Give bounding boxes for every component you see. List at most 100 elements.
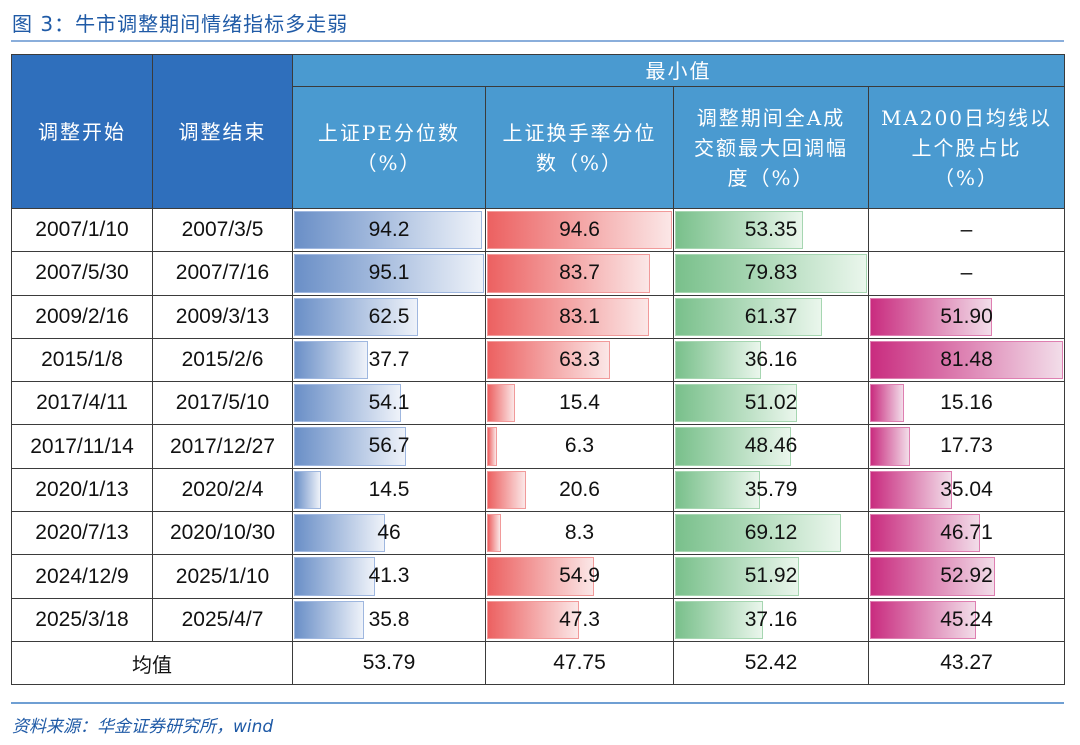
drawdown-value: 35.79 (744, 477, 798, 501)
cell-pe: 56.7 (292, 424, 486, 469)
header-ma200: MA200日均线以 上个股占比 （%） (868, 86, 1065, 209)
turnover-data-bar (487, 211, 672, 250)
cell-drawdown: 53.35 (673, 207, 869, 253)
turnover-data-bar (487, 297, 650, 336)
drawdown-value: 51.92 (744, 564, 798, 588)
drawdown-data-bar (675, 340, 761, 380)
cell-drawdown: 51.02 (673, 381, 869, 426)
drawdown-value: 48.46 (744, 434, 798, 458)
cell-end: 2025/4/7 (152, 597, 293, 642)
cell-start: 2017/11/14 (11, 424, 153, 469)
table-row: 2024/12/9 2025/1/10 41.3 54.9 51.92 52.92 (11, 554, 1065, 599)
header-ma200-line2: 上个股占比 (911, 135, 1022, 160)
cell-start: 2015/1/8 (11, 337, 153, 383)
cell-start: 2025/3/18 (11, 597, 153, 642)
average-row: 均值 53.79 47.75 52.42 43.27 (11, 640, 1065, 686)
average-pe: 53.79 (292, 640, 486, 686)
drawdown-value: 51.02 (744, 391, 798, 415)
turnover-value: 15.4 (559, 391, 600, 415)
cell-pe: 41.3 (292, 554, 486, 599)
pe-value: 62.5 (368, 304, 410, 328)
pe-data-bar (294, 600, 365, 639)
header-drawdown-line1: 调整期间全A成 (696, 105, 846, 130)
cell-pe: 94.2 (292, 207, 486, 253)
cell-pe: 46 (292, 511, 486, 556)
drawdown-value: 79.83 (744, 261, 798, 285)
cell-drawdown: 61.37 (673, 294, 869, 339)
cell-turnover: 94.6 (485, 207, 674, 253)
ma200-data-bar (870, 384, 905, 423)
turnover-value: 47.3 (559, 607, 600, 631)
drawdown-value: 36.16 (744, 347, 798, 371)
table-row: 2015/1/8 2015/2/6 37.7 63.3 36.16 81.48 (11, 337, 1065, 383)
cell-ma200: – (868, 251, 1065, 296)
table-row: 2020/1/13 2020/2/4 14.5 20.6 35.79 35.04 (11, 467, 1065, 513)
cell-drawdown: 36.16 (673, 337, 869, 383)
cell-ma200: 52.92 (868, 554, 1065, 599)
average-ma200: 43.27 (868, 640, 1065, 686)
ma200-value: 15.16 (940, 391, 993, 415)
ma200-data-bar (870, 514, 980, 553)
cell-turnover: 54.9 (485, 554, 674, 599)
drawdown-data-bar (675, 297, 823, 336)
cell-pe: 37.7 (292, 337, 486, 383)
drawdown-value: 69.12 (744, 521, 798, 545)
cell-end: 2020/10/30 (152, 511, 293, 556)
drawdown-value: 61.37 (744, 304, 798, 328)
cell-end: 2017/5/10 (152, 381, 293, 426)
drawdown-value: 53.35 (744, 218, 798, 241)
cell-end: 2017/12/27 (152, 424, 293, 469)
cell-drawdown: 37.16 (673, 597, 869, 642)
average-label: 均值 (11, 640, 293, 686)
header-group-min: 最小值 (292, 54, 1065, 87)
turnover-value: 54.9 (559, 564, 600, 588)
cell-ma200: 15.16 (868, 381, 1065, 426)
footer-divider (11, 702, 1064, 704)
table-row: 2017/11/14 2017/12/27 56.7 6.3 48.46 17.73 (11, 424, 1065, 469)
turnover-value: 6.3 (564, 434, 595, 458)
ma200-value: – (960, 261, 973, 285)
header-ma200-line1: MA200日均线以 (880, 105, 1053, 130)
pe-data-bar (294, 514, 385, 553)
figure-title: 图 3：牛市调整期间情绪指标多走弱 (12, 12, 349, 36)
cell-pe: 54.1 (292, 381, 486, 426)
ma200-value: 46.71 (940, 521, 993, 545)
pe-value: 94.2 (368, 218, 410, 241)
average-turnover: 47.75 (485, 640, 674, 686)
drawdown-value: 37.16 (744, 607, 798, 631)
pe-data-bar (294, 211, 483, 250)
header-end: 调整结束 (152, 54, 293, 209)
cell-end: 2007/7/16 (152, 251, 293, 296)
ma200-value: 81.48 (940, 347, 993, 371)
cell-start: 2007/1/10 (11, 207, 153, 253)
cell-pe: 35.8 (292, 597, 486, 642)
ma200-value: 35.04 (940, 477, 993, 501)
turnover-value: 83.1 (559, 304, 600, 328)
cell-turnover: 15.4 (485, 381, 674, 426)
cell-start: 2020/1/13 (11, 467, 153, 513)
pe-value: 54.1 (368, 391, 410, 415)
table-row: 2020/7/13 2020/10/30 46 8.3 69.12 46.71 (11, 511, 1065, 556)
table-row: 2007/5/30 2007/7/16 95.1 83.7 79.83 – (11, 251, 1065, 296)
drawdown-data-bar (675, 470, 760, 510)
pe-value: 95.1 (368, 261, 410, 285)
cell-ma200: 17.73 (868, 424, 1065, 469)
cell-ma200: 45.24 (868, 597, 1065, 642)
cell-ma200: 51.90 (868, 294, 1065, 339)
table-row: 2017/4/11 2017/5/10 54.1 15.4 51.02 15.16 (11, 381, 1065, 426)
cell-turnover: 8.3 (485, 511, 674, 556)
cell-turnover: 83.1 (485, 294, 674, 339)
ma200-value: 51.90 (940, 304, 993, 328)
cell-turnover: 20.6 (485, 467, 674, 513)
cell-ma200: – (868, 207, 1065, 253)
pe-value: 37.7 (368, 347, 410, 371)
ma200-data-bar (870, 340, 1063, 380)
table-row: 2009/2/16 2009/3/13 62.5 83.1 61.37 51.90 (11, 294, 1065, 339)
turnover-data-bar (487, 600, 579, 639)
pe-data-bar (294, 254, 484, 293)
turnover-data-bar (487, 427, 498, 466)
cell-ma200: 81.48 (868, 337, 1065, 383)
ma200-data-bar (870, 557, 995, 596)
drawdown-data-bar (675, 384, 797, 423)
table-row: 2025/3/18 2025/4/7 35.8 47.3 37.16 45.24 (11, 597, 1065, 642)
